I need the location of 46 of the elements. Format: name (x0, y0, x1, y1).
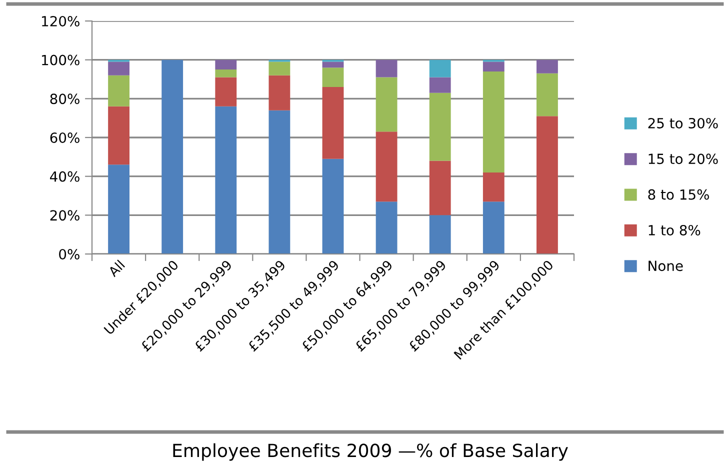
bar (322, 68, 344, 88)
bar (268, 110, 290, 254)
bar (482, 71, 504, 172)
y-tick-label: 0% (59, 248, 80, 260)
bar (429, 160, 451, 216)
bar (536, 116, 558, 254)
legend-label: 1 to 8% (648, 224, 700, 236)
legend-label: 25 to 30% (648, 118, 718, 128)
bar (108, 164, 130, 254)
bar (429, 215, 451, 254)
y-tick-label: 120% (42, 16, 80, 26)
bar (215, 77, 237, 106)
bar (536, 60, 558, 74)
bar (322, 158, 344, 254)
bar (162, 60, 184, 254)
bar (376, 202, 398, 254)
bar (322, 87, 344, 159)
bar (482, 202, 504, 254)
bar (268, 75, 290, 110)
bar (108, 106, 130, 165)
y-tick-label: 40% (50, 171, 80, 182)
bar (268, 62, 290, 76)
bar (429, 92, 451, 161)
bar (215, 60, 237, 70)
bar (108, 62, 130, 76)
bar (376, 60, 398, 78)
bar (376, 77, 398, 132)
x-tick-label: All (107, 260, 125, 278)
legend-label: 15 to 20% (648, 154, 718, 164)
bar (482, 62, 504, 72)
bar (215, 106, 237, 254)
y-tick-label: 100% (42, 54, 80, 66)
y-tick-label: 60% (50, 132, 80, 143)
bar (536, 73, 558, 116)
bar (108, 75, 130, 106)
y-tick-label: 80% (50, 94, 80, 104)
legend-label: None (648, 260, 683, 272)
bar (429, 60, 451, 78)
bar (376, 132, 398, 202)
bar (429, 77, 451, 93)
bar (322, 62, 344, 68)
bar (215, 70, 237, 78)
bar (482, 172, 504, 202)
text: Employee Benefits 2009 —% of Base Salary (173, 443, 568, 461)
y-tick-label: 20% (50, 210, 80, 221)
legend-label: 8 to 15% (648, 189, 709, 200)
